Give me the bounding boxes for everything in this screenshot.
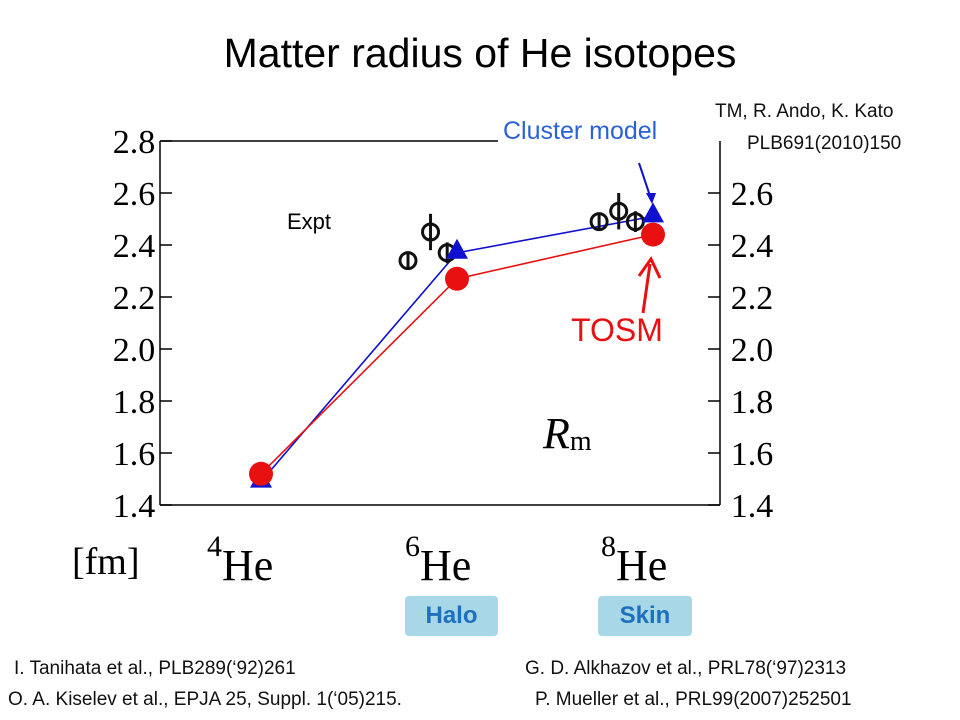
rm-label-sub: m [570, 426, 592, 457]
rm-label: Rm [542, 409, 592, 458]
y-tick-label-right-5: 2.4 [731, 228, 774, 265]
y-tick-label-right-3: 2.0 [731, 332, 774, 369]
y-tick-label-left-5: 2.4 [113, 228, 156, 265]
page-title: Matter radius of He isotopes [223, 30, 737, 76]
y-tick-label-right-0: 1.4 [731, 488, 774, 525]
tosm-marker-2 [641, 222, 665, 247]
expt-point-4 [609, 201, 629, 221]
tosm-marker-1 [445, 266, 469, 291]
he4-mass: 4 [207, 530, 222, 563]
y-tick-label-left-0: 1.4 [113, 488, 156, 525]
he8-symbol: He [616, 541, 667, 590]
he8-mass: 8 [601, 530, 616, 563]
he6-mass: 6 [405, 530, 420, 563]
y-tick-label-left-4: 2.2 [113, 280, 156, 317]
cluster-model-label: Cluster model [503, 117, 657, 145]
reference-1: I. Tanihata et al., PLB289(‘92)261 [14, 658, 296, 679]
y-tick-label-left-3: 2.0 [113, 332, 156, 369]
tosm-label: TOSM [571, 312, 663, 348]
he6-symbol: He [420, 541, 471, 590]
cluster-arrow-line [638, 162, 651, 197]
tosm-marker-0 [249, 461, 273, 486]
cluster-arrow-head [646, 193, 656, 204]
y-tick-label-right-1: 1.6 [731, 436, 774, 473]
y-tick-label-right-2: 1.8 [731, 384, 774, 421]
tosm-arrow-head [637, 256, 662, 279]
rm-label-main: R [542, 409, 570, 458]
tick-label-he8: 8He [601, 530, 667, 590]
reference-4: P. Mueller et al., PRL99(2007)252501 [535, 689, 852, 710]
cluster-model-marker-1 [446, 238, 468, 259]
reference-2: G. D. Alkhazov et al., PRL78(‘97)2313 [525, 658, 847, 679]
expt-point-0 [398, 251, 418, 271]
expt-point-1 [421, 222, 441, 242]
expt-point-3 [589, 212, 609, 232]
citation-line-1: TM, R. Ando, K. Kato [715, 101, 894, 122]
halo-badge: Halo [405, 596, 498, 636]
expt-label: Expt [287, 209, 331, 234]
tosm-arrow-line [641, 263, 652, 314]
he4-symbol: He [222, 541, 273, 590]
y-tick-label-left-2: 1.8 [113, 384, 156, 421]
tick-label-he6: 6He [405, 530, 471, 590]
y-tick-label-left-1: 1.6 [113, 436, 156, 473]
citation-line-2: PLB691(2010)150 [747, 133, 902, 154]
skin-badge: Skin [598, 596, 692, 636]
cluster-model-marker-2 [642, 202, 664, 223]
reference-3: O. A. Kiselev et al., EPJA 25, Suppl. 1(… [8, 689, 402, 710]
y-tick-label-right-4: 2.2 [731, 280, 774, 317]
y-tick-label-left-7: 2.8 [113, 124, 156, 161]
unit-label: [fm] [72, 541, 140, 583]
y-tick-label-left-6: 2.6 [113, 176, 156, 213]
y-tick-label-right-6: 2.6 [731, 176, 774, 213]
tick-label-he4: 4He [207, 530, 273, 590]
